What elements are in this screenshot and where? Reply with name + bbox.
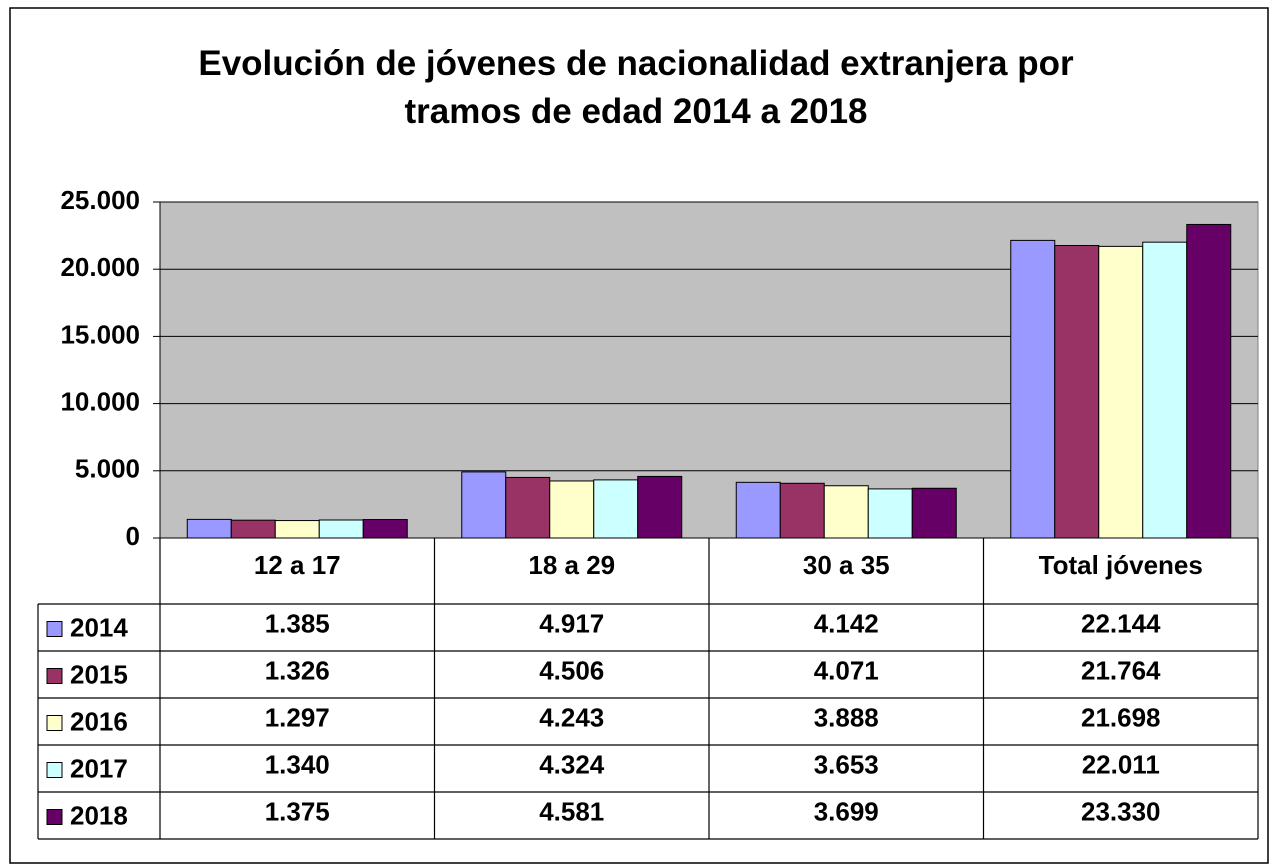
y-tick-label: 0 [126,521,140,551]
table-value: 22.144 [1081,608,1161,638]
bar [186,518,232,539]
table-value: 3.653 [814,749,879,779]
chart-border [9,7,1269,864]
table-value: 21.698 [1081,702,1161,732]
chart-title: Evolución de jóvenes de nacionalidad ext… [198,44,1074,131]
table-value: 4.581 [539,796,604,826]
bar [549,480,595,539]
bar [362,519,408,539]
table-value: 1.340 [265,749,330,779]
bar [637,475,683,539]
table-value: 4.324 [539,749,605,779]
y-tick-label: 10.000 [60,386,140,416]
table-value: 3.699 [814,796,879,826]
bar [779,482,825,539]
legend-key [46,668,63,684]
legend-key [46,809,63,825]
x-tick-label: 18 a 29 [528,550,615,580]
y-tick-label: 20.000 [60,252,140,282]
bar [505,476,551,539]
table-value: 4.142 [814,608,879,638]
bar [1010,239,1056,539]
bar [593,479,639,539]
legend-label: 2015 [70,659,128,689]
legend-label: 2014 [70,612,128,642]
legend-key [46,715,63,731]
bar [318,519,364,539]
legend-label: 2016 [70,706,128,736]
table-value: 22.011 [1082,749,1160,779]
y-tick-label: 15.000 [60,319,140,349]
bar [1186,223,1232,539]
table-value: 3.888 [814,702,879,732]
bar [867,488,913,539]
bar [911,487,957,539]
table-value: 21.764 [1081,655,1161,685]
bar [823,485,869,539]
table-value: 1.297 [265,702,330,732]
table-value: 4.243 [539,702,604,732]
x-tick-label: 12 a 17 [254,550,341,580]
table-value: 1.375 [265,796,330,826]
legend-label: 2017 [70,753,128,783]
bar [230,519,276,539]
bar [461,471,507,539]
y-tick-label: 5.000 [75,454,140,484]
legend-key [46,621,63,637]
bar [1054,244,1100,539]
legend-key [46,762,63,778]
bar [735,481,781,539]
table-value: 4.917 [539,608,604,638]
bar [274,520,320,539]
table-value: 1.385 [265,608,330,638]
legend-label: 2018 [70,800,128,830]
y-tick-label: 25.000 [60,185,140,215]
x-tick-label: Total jóvenes [1039,550,1203,580]
table-value: 4.506 [539,655,604,685]
table-value: 4.071 [814,655,879,685]
x-tick-label: 30 a 35 [803,550,890,580]
bar [1098,245,1144,539]
table-value: 23.330 [1081,796,1161,826]
table-value: 1.326 [265,655,330,685]
bar [1142,241,1188,539]
